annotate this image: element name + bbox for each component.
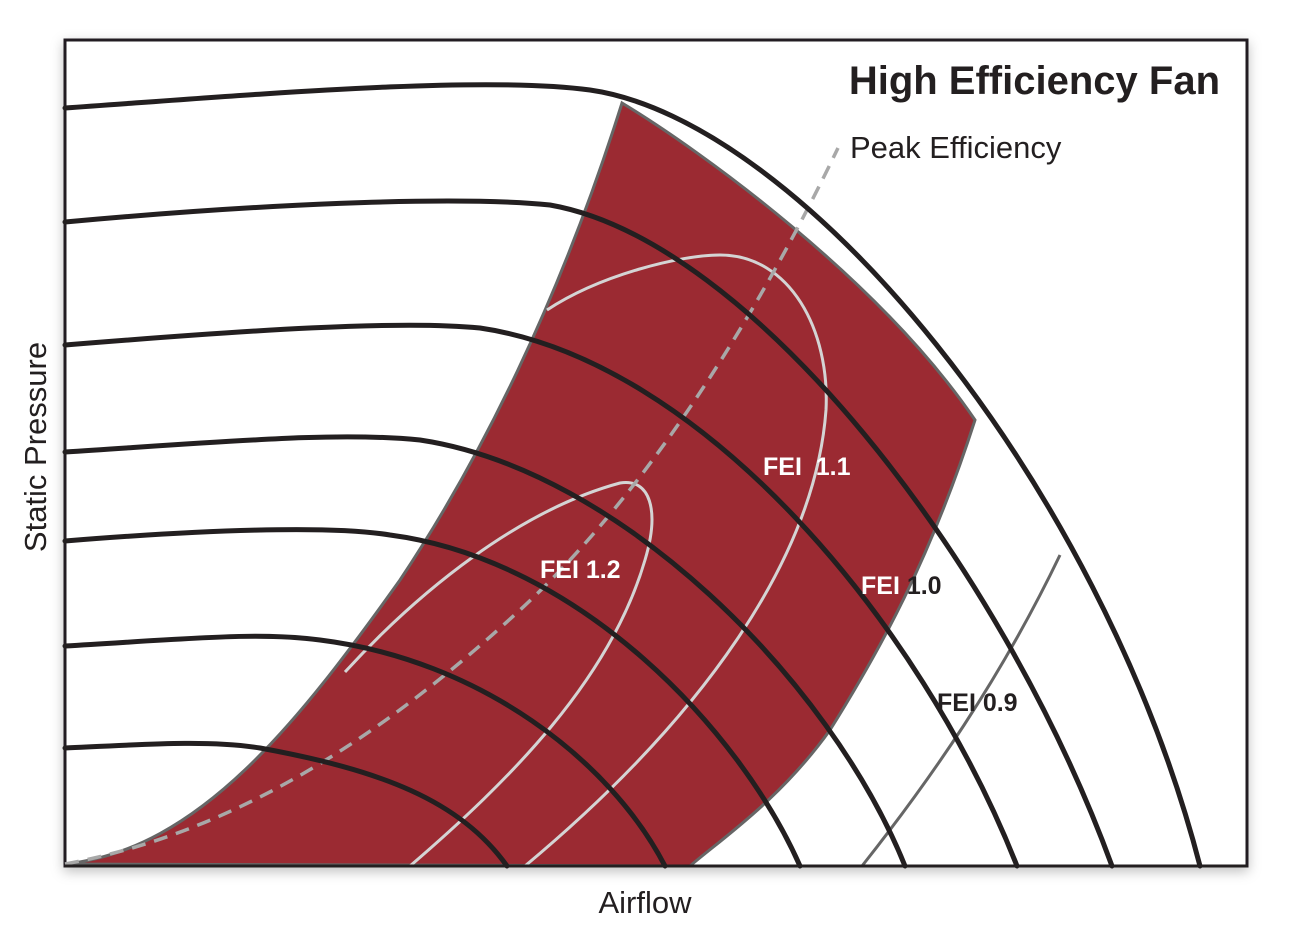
fan-curve-1 (62, 82, 1203, 869)
fei-1-2-contour (343, 481, 654, 868)
x-axis-label: Airflow (598, 885, 692, 920)
fan-curve-3 (62, 322, 1020, 869)
fan-curve-4 (62, 434, 908, 869)
fan-curve-2 (62, 198, 1115, 869)
diagram-title: High Efficiency Fan (849, 59, 1220, 103)
fei-1-1-contour (524, 253, 828, 868)
peak-efficiency-label: Peak Efficiency (850, 130, 1062, 165)
fei-0-9-label: FEI 0.9 (937, 689, 1018, 717)
fan-curve-5 (62, 527, 803, 869)
fan-curve-7 (62, 740, 510, 869)
fan-curve-6 (62, 633, 668, 869)
fei-1-0-label: FEI 1.0 (861, 572, 942, 600)
fei-1-1-label: FEI 1.1 (763, 453, 851, 481)
y-axis-label: Static Pressure (18, 342, 53, 552)
fei-1-2-label: FEI 1.2 (540, 556, 621, 584)
